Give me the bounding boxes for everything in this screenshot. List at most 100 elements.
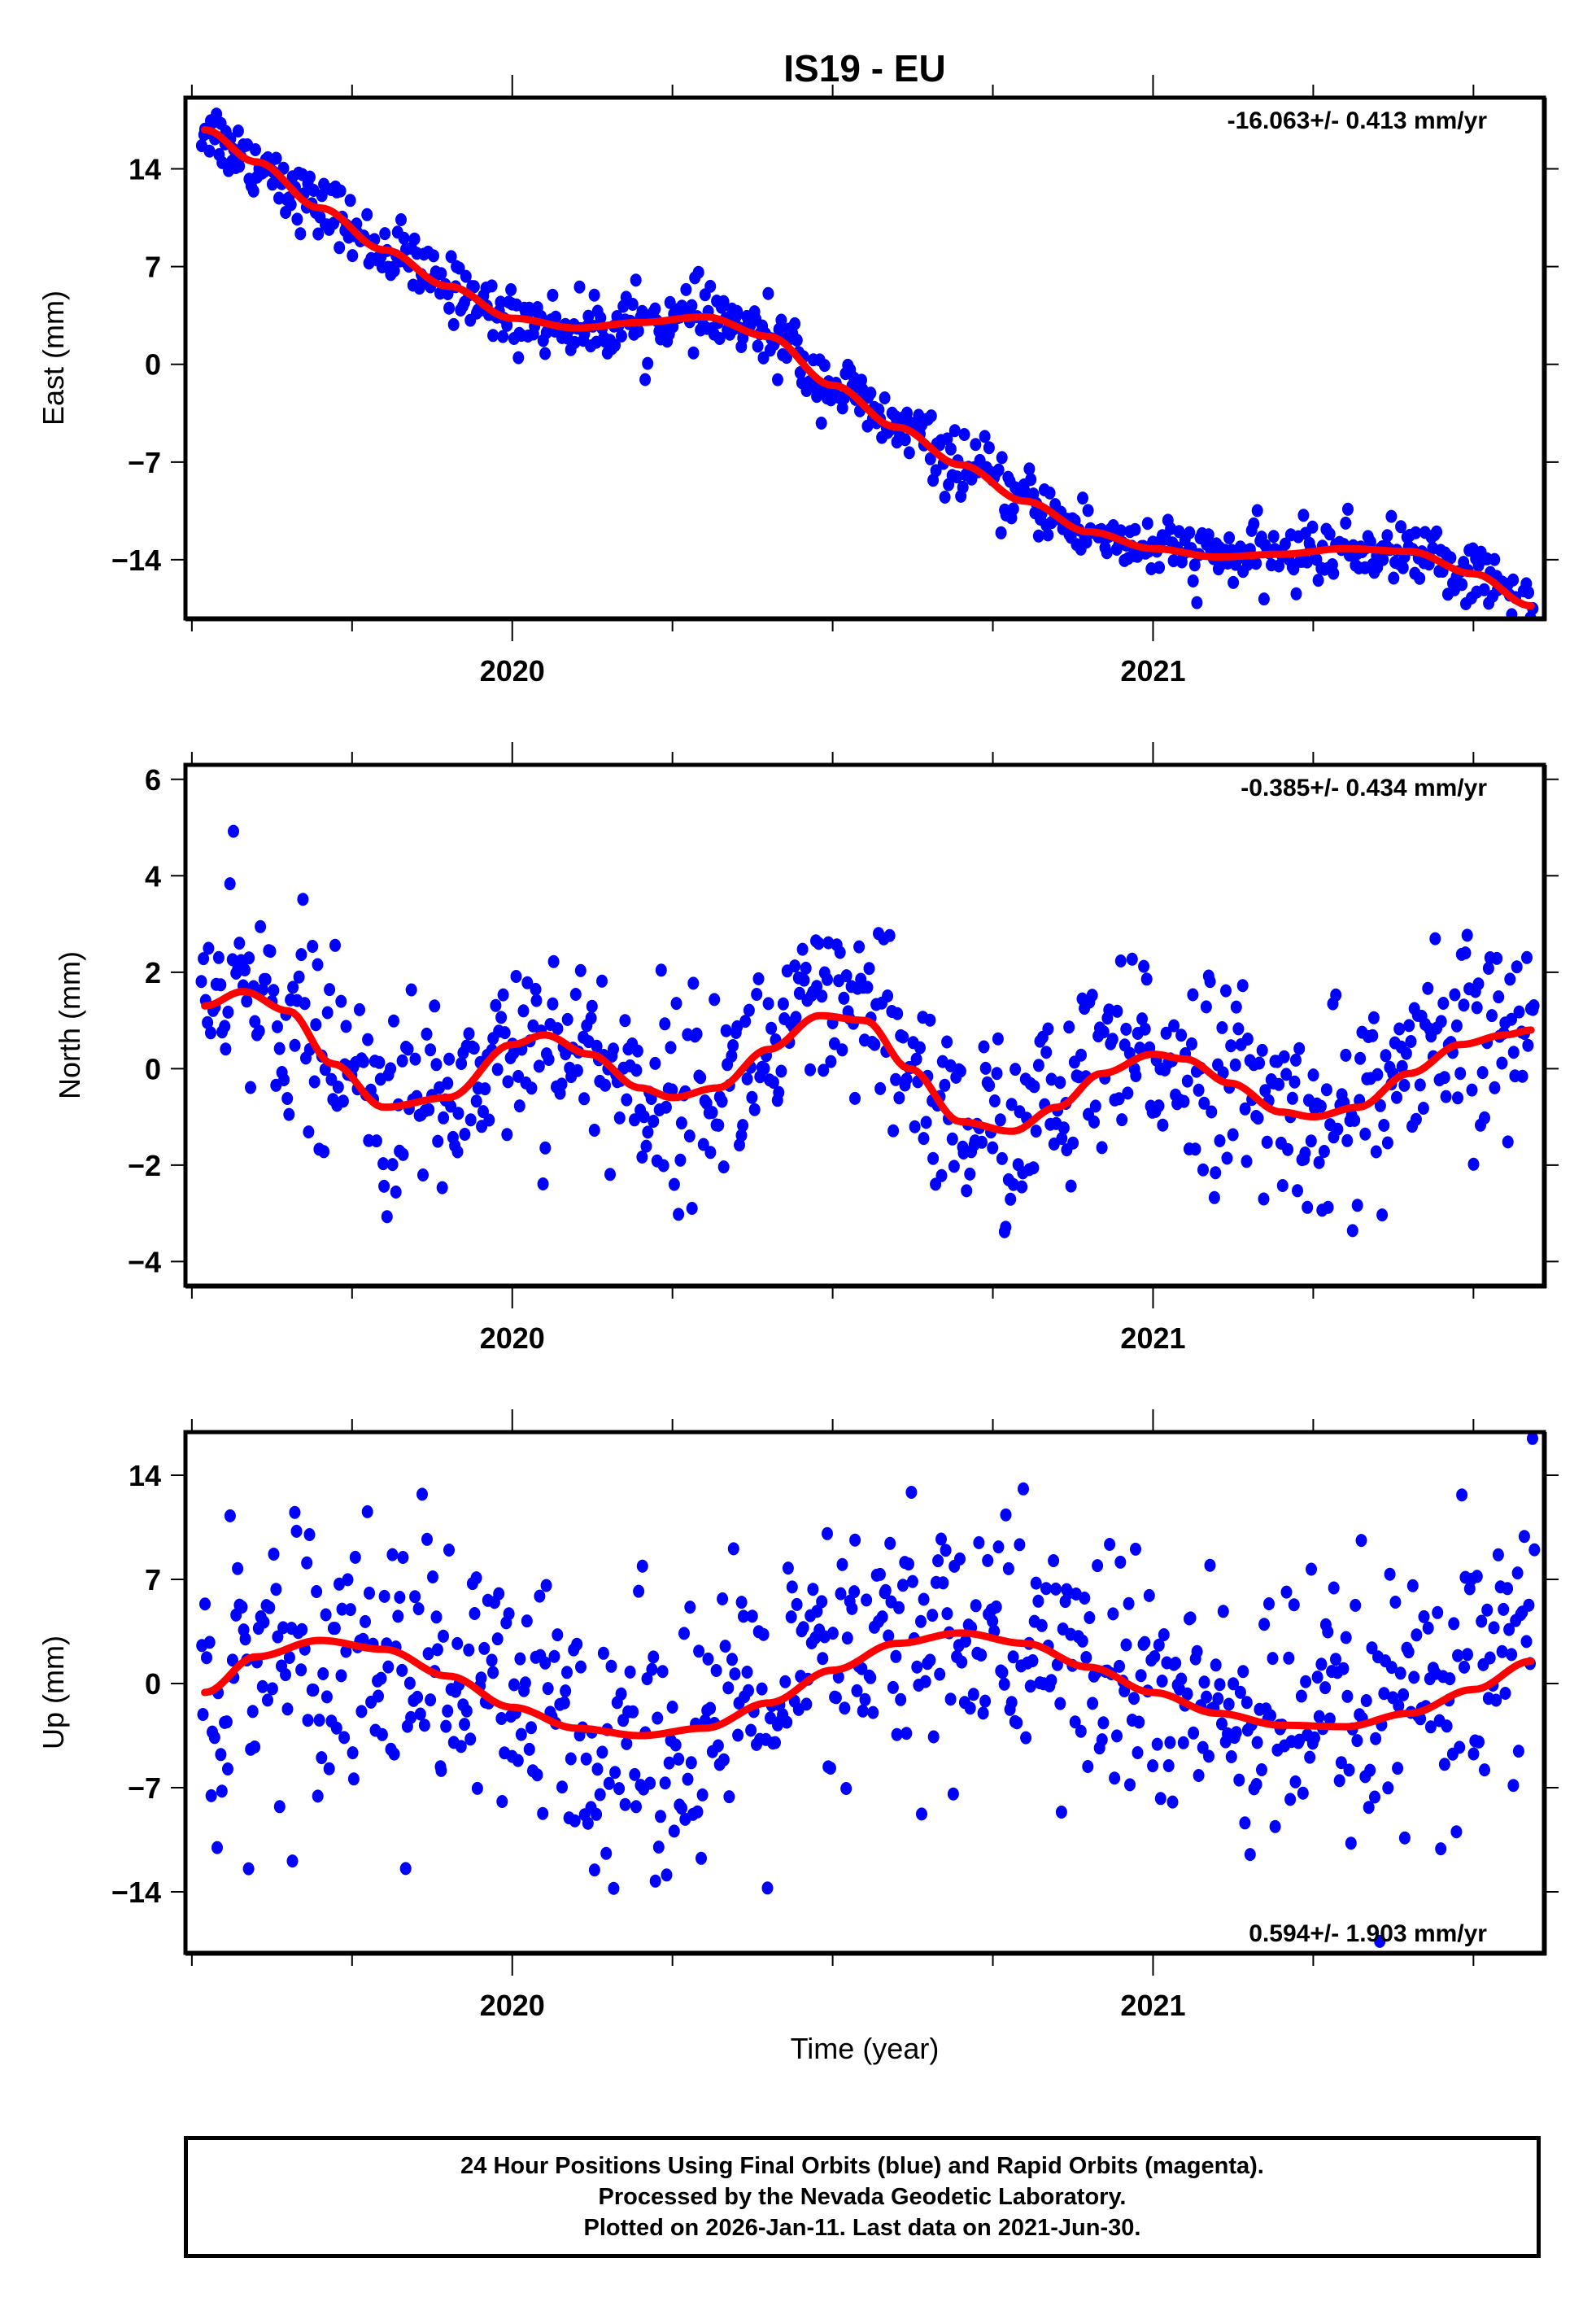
up-data-point: [619, 1797, 631, 1811]
north-data-point: [816, 989, 828, 1003]
north-data-point: [421, 1027, 433, 1041]
north-data-point: [660, 1100, 672, 1114]
north-data-point: [1315, 1099, 1327, 1113]
east-data-point: [781, 351, 792, 365]
north-data-point: [308, 1075, 321, 1089]
east-data-point: [992, 463, 1005, 477]
up-data-point: [693, 1644, 705, 1658]
up-data-point: [289, 1505, 301, 1519]
east-data-point: [1478, 583, 1490, 596]
up-data-point: [663, 1756, 675, 1770]
up-data-point: [344, 1603, 356, 1617]
east-data-point: [588, 288, 600, 302]
north-data-point: [608, 1042, 619, 1056]
up-data-point: [323, 1762, 335, 1775]
up-data-point: [270, 1583, 282, 1596]
east-data-point: [1153, 561, 1166, 574]
up-data-point: [280, 1668, 291, 1682]
up-data-point: [1406, 1579, 1419, 1592]
up-data-point: [702, 1652, 714, 1666]
up-data-point: [342, 1573, 354, 1587]
north-data-point: [1065, 1179, 1077, 1193]
up-data-point: [891, 1727, 903, 1741]
north-data-point: [1370, 1145, 1382, 1159]
north-data-point: [1305, 1134, 1317, 1148]
north-data-point: [299, 997, 311, 1011]
up-data-point: [1104, 1538, 1116, 1551]
east-data-point: [930, 464, 942, 478]
east-data-point: [1187, 574, 1199, 587]
up-data-point: [1471, 1570, 1483, 1583]
up-data-point: [443, 1544, 455, 1557]
north-data-point: [1354, 1051, 1367, 1065]
north-data-point: [813, 937, 825, 950]
north-data-point: [1516, 1069, 1528, 1083]
north-data-point: [649, 1056, 661, 1070]
up-data-point: [295, 1663, 307, 1677]
up-data-point: [1156, 1675, 1168, 1688]
up-data-point: [1250, 1778, 1262, 1791]
east-data-point: [1340, 516, 1352, 530]
up-data-point: [412, 1602, 425, 1616]
up-data-point: [895, 1692, 907, 1706]
north-data-point: [910, 1052, 922, 1066]
north-data-point: [1221, 1151, 1233, 1165]
up-data-point: [1256, 1763, 1267, 1776]
up-data-point: [1369, 1790, 1380, 1804]
east-frame: [183, 95, 1546, 621]
up-data-point: [335, 1669, 347, 1683]
up-data-point: [1319, 1681, 1332, 1695]
north-data-point: [1330, 988, 1342, 1002]
up-data-point: [661, 1868, 673, 1882]
north-data-point: [1504, 972, 1516, 986]
up-data-point: [242, 1862, 255, 1876]
footer-line-processed-by: Processed by the Nevada Geodetic Laborat…: [598, 2184, 1127, 2210]
up-data-point: [1005, 1696, 1018, 1710]
east-data-point: [328, 216, 340, 230]
east-data-point: [495, 295, 507, 309]
up-data-point: [1032, 1594, 1044, 1608]
east-data-point: [460, 269, 472, 283]
up-data-point: [469, 1607, 481, 1620]
north-data-point: [530, 982, 542, 996]
up-data-point: [1114, 1659, 1125, 1673]
east-data-point: [1223, 531, 1236, 544]
north-data-point: [1000, 1221, 1012, 1234]
east-data-point: [642, 356, 654, 370]
east-data-point: [1410, 526, 1422, 539]
up-data-point: [1499, 1687, 1511, 1700]
up-data-point: [1212, 1692, 1224, 1705]
up-data-point: [1020, 1731, 1032, 1745]
north-data-point: [695, 1071, 707, 1085]
east-data-point: [924, 452, 936, 465]
east-data-point: [879, 391, 891, 404]
east-data-point: [435, 267, 447, 281]
up-data-point: [906, 1574, 918, 1588]
up-ytick-label: 14: [129, 1459, 161, 1492]
up-data-point: [486, 1653, 498, 1667]
up-data-point: [918, 1592, 930, 1606]
up-data-point: [596, 1745, 608, 1759]
up-data-point: [613, 1782, 626, 1796]
up-data-point: [1133, 1715, 1145, 1729]
up-data-point: [493, 1587, 505, 1601]
east-data-point: [995, 526, 1007, 539]
east-data-point: [639, 373, 652, 387]
north-data-point: [948, 1160, 960, 1173]
east-data-point: [247, 184, 259, 198]
east-data-point: [344, 194, 356, 207]
up-data-point: [386, 1548, 399, 1561]
north-data-point: [838, 991, 850, 1005]
up-data-point: [262, 1693, 273, 1707]
up-data-point: [1295, 1689, 1307, 1703]
up-data-point: [496, 1795, 508, 1808]
north-data-point: [882, 989, 894, 1002]
north-ytick-label: 6: [145, 763, 161, 797]
north-data-point: [994, 1113, 1006, 1127]
north-data-point: [468, 1042, 480, 1055]
up-data-point: [1502, 1582, 1514, 1596]
north-data-point: [1157, 1118, 1169, 1132]
east-data-point: [791, 334, 803, 347]
north-data-point: [900, 1072, 913, 1086]
up-data-point: [897, 1579, 909, 1592]
